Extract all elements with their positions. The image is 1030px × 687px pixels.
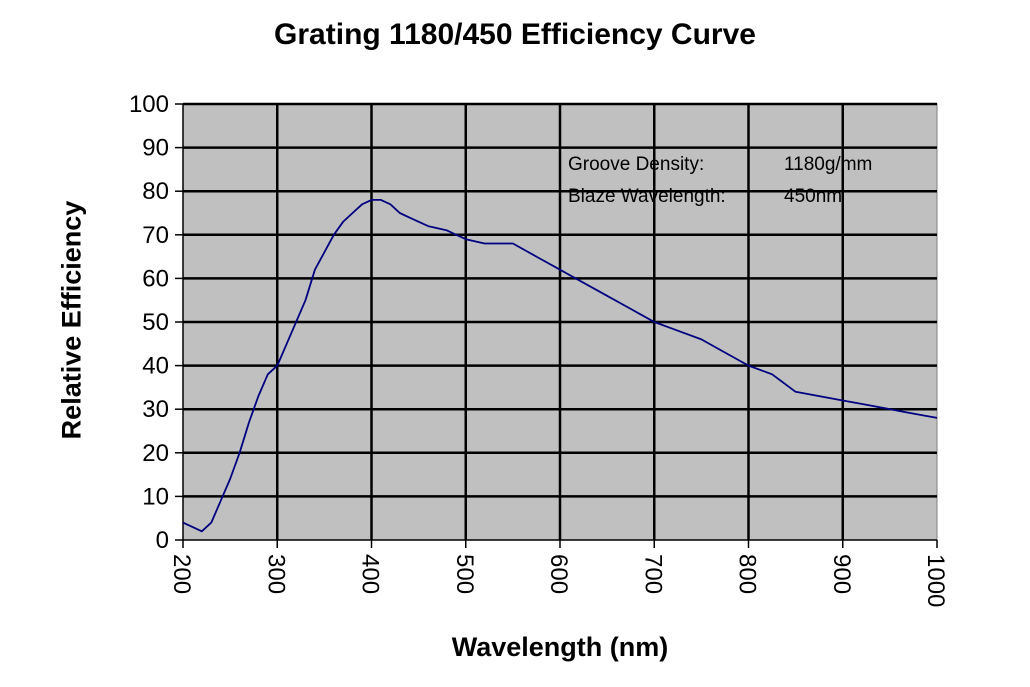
- annotation-label: Blaze Wavelength:: [568, 186, 726, 207]
- y-tick-label: 90: [142, 135, 169, 162]
- x-tick-label: 600: [545, 554, 572, 594]
- x-tick-label: 800: [734, 554, 761, 594]
- x-tick-label: 400: [357, 554, 384, 594]
- y-tick-label: 100: [129, 91, 169, 118]
- x-tick-label: 900: [828, 554, 855, 594]
- x-axis-label: Wavelength (nm): [451, 632, 669, 662]
- y-tick-label: 0: [156, 527, 169, 554]
- y-tick-label: 10: [142, 483, 169, 510]
- x-tick-label: 300: [262, 554, 289, 594]
- y-tick-label: 30: [142, 396, 169, 423]
- chart-title: Grating 1180/450 Efficiency Curve: [274, 18, 756, 51]
- x-tick-label: 1000: [922, 554, 949, 607]
- annotation-value: 1180g/mm: [784, 154, 872, 175]
- x-tick-label: 700: [639, 554, 666, 594]
- y-tick-label: 20: [142, 440, 169, 467]
- efficiency-curve-line: [182, 198, 938, 533]
- y-tick-label: 70: [142, 222, 169, 249]
- annotation-value: 450nm: [784, 186, 842, 207]
- y-tick-label: 60: [142, 265, 169, 292]
- y-tick-label: 40: [142, 353, 169, 380]
- x-tick-label: 500: [451, 554, 478, 594]
- x-tick-label: 200: [168, 554, 195, 594]
- y-tick-label: 80: [142, 178, 169, 205]
- y-tick-label: 50: [142, 309, 169, 336]
- annotation-label: Groove Density:: [568, 154, 704, 175]
